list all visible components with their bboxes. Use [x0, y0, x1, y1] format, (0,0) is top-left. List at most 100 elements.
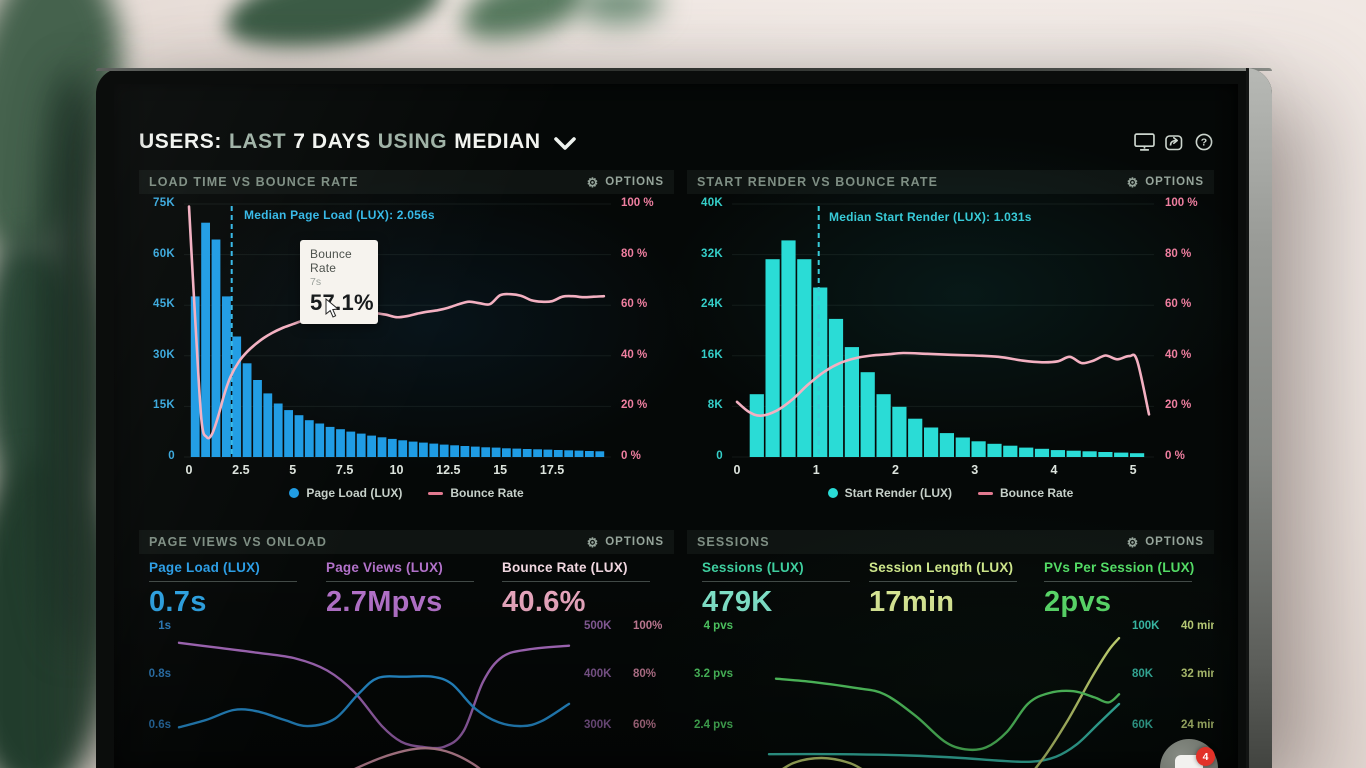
help-icon[interactable]: ?	[1195, 133, 1213, 151]
axis-tick-label: 7.5	[335, 463, 354, 477]
series-line	[177, 674, 571, 729]
axis-tick-label: 15	[493, 463, 508, 477]
header-icons: ?	[1134, 133, 1213, 151]
axis-tick-label: 0.8s	[148, 668, 171, 680]
display-icon[interactable]	[1134, 133, 1155, 151]
axis-tick-label: 4	[1050, 463, 1058, 477]
axis-tick-label: 8K	[707, 399, 723, 412]
axis-tick-label: 60 %	[1165, 298, 1192, 311]
mouse-cursor-icon	[325, 298, 340, 318]
axis-tick-label: 4 pvs	[703, 620, 733, 632]
axis-tick-label: 100 %	[1165, 197, 1198, 209]
title-segment: USERS:	[139, 130, 222, 153]
axis-tick-label: 24K	[701, 298, 723, 311]
y-axis-right: 100 % 80 % 60 % 40 % 20 % 0 %	[1165, 197, 1219, 462]
options-button[interactable]: ⚙ OPTIONS	[1127, 536, 1204, 549]
chevron-down-icon[interactable]	[553, 137, 576, 150]
metric-divider	[702, 581, 850, 582]
axis-tick-label: 1s	[158, 620, 171, 632]
series-line	[774, 677, 1121, 752]
axis-tick-label: 60 %	[621, 298, 648, 311]
options-label: OPTIONS	[1145, 176, 1204, 188]
series-line-icon	[428, 491, 444, 495]
svg-text:?: ?	[1201, 137, 1207, 149]
tooltip-x-value: 7s	[310, 276, 322, 288]
panel-header: LOAD TIME VS BOUNCE RATE ⚙ OPTIONS	[139, 170, 674, 194]
axis-tick-label: 2	[891, 463, 899, 477]
page-title[interactable]: USERS: LAST 7 DAYS USING MEDIAN	[139, 130, 576, 154]
metric-divider	[326, 581, 474, 582]
legend-start-render: Start Render (LUX)	[827, 486, 952, 500]
y-axis-left: 75K 60K 45K 30K 15K 0	[139, 197, 179, 462]
axis-tick-row: 400K 80%	[584, 668, 657, 680]
axis-tick-label: 45K	[153, 298, 175, 311]
metric-page-load: Page Load (LUX) 0.7s	[149, 560, 311, 617]
axis-tick-label: 40 %	[1165, 348, 1192, 361]
options-button[interactable]: ⚙ OPTIONS	[1127, 176, 1204, 189]
gear-icon: ⚙	[1126, 534, 1140, 550]
metric-divider	[149, 581, 297, 582]
start-render-histogram-chart[interactable]	[732, 200, 1154, 458]
axis-tick-label: 20 %	[1165, 399, 1192, 412]
notification-badge: 4	[1196, 747, 1215, 766]
axis-tick-label: 3	[971, 463, 979, 477]
metric-divider	[502, 581, 650, 582]
axis-tick-label: 0	[168, 450, 175, 462]
sessions-line-chart[interactable]	[767, 620, 1121, 768]
metric-divider	[869, 581, 1017, 582]
axis-tick-label: 0.6s	[148, 719, 171, 731]
series-dot-icon	[827, 488, 838, 498]
share-icon[interactable]	[1165, 133, 1185, 151]
chart-legend: Page Load (LUX) Bounce Rate	[139, 486, 674, 500]
panel-start-render-vs-bounce-rate: START RENDER VS BOUNCE RATE ⚙ OPTIONS 40…	[687, 170, 1214, 510]
tooltip-series: Bounce Rate	[310, 247, 352, 275]
metric-pvs-per-session: PVs Per Session (LUX) 2pvs	[1044, 560, 1195, 618]
y-axis-left: 1s 0.8s 0.6s	[139, 530, 173, 768]
options-button[interactable]: ⚙ OPTIONS	[587, 536, 664, 549]
axis-tick-label: 80 %	[621, 247, 648, 260]
panel-load-time-vs-bounce-rate: LOAD TIME VS BOUNCE RATE ⚙ OPTIONS 75K 60…	[139, 170, 674, 510]
panel-sessions: SESSIONS ⚙ OPTIONS Sessions (LUX) 479K S…	[687, 530, 1214, 768]
y-axis-right: 100K 40 min 80K 32 min 60K 24 min	[1132, 530, 1214, 768]
axis-tick-label: 80 %	[1165, 247, 1192, 260]
gear-icon: ⚙	[586, 534, 600, 550]
load-time-histogram-chart[interactable]	[184, 200, 611, 458]
legend-bounce-rate: Bounce Rate	[977, 486, 1073, 500]
axis-tick-label: 16K	[701, 348, 723, 361]
series-line	[177, 641, 571, 750]
metric-divider	[1044, 581, 1192, 582]
title-segment: USING	[377, 130, 448, 153]
metric-bounce-rate: Bounce Rate (LUX) 40.6%	[502, 560, 664, 617]
bounce-rate-line	[735, 351, 1151, 418]
panel-title: LOAD TIME VS BOUNCE RATE	[149, 175, 359, 189]
panel-header: START RENDER VS BOUNCE RATE ⚙ OPTIONS	[687, 170, 1214, 194]
y-axis-right: 100 % 80 % 60 % 40 % 20 % 0 %	[621, 197, 675, 462]
tooltip-value: 57.1%	[310, 290, 374, 315]
axis-tick-row: 80K 32 min	[1132, 668, 1214, 680]
series-line	[767, 702, 1121, 764]
gear-icon: ⚙	[1126, 174, 1140, 190]
dashboard-screen: USERS: LAST 7 DAYS USING MEDIAN ? LOAD T…	[114, 84, 1238, 768]
axis-tick-label: 20 %	[621, 399, 648, 412]
metric-page-views: Page Views (LUX) 2.7Mpvs	[326, 560, 488, 617]
metric-sessions: Sessions (LUX) 479K	[702, 560, 864, 617]
y-axis-right: 500K 100% 400K 80% 300K 60%	[584, 530, 674, 768]
laptop-body: USERS: LAST 7 DAYS USING MEDIAN ? LOAD T…	[96, 68, 1272, 768]
series-line-icon	[977, 491, 993, 495]
page-views-line-chart[interactable]	[177, 620, 571, 768]
title-segment: LAST	[228, 130, 287, 153]
options-label: OPTIONS	[605, 536, 664, 548]
axis-tick-label: 15K	[153, 399, 175, 412]
axis-tick-label: 2.4 pvs	[694, 719, 733, 731]
options-button[interactable]: ⚙ OPTIONS	[587, 176, 664, 189]
axis-tick-label: 2.5	[232, 463, 250, 477]
chart-tooltip: Bounce Rate 7s 57.1%	[300, 240, 378, 324]
axis-tick-row: 60K 24 min	[1132, 719, 1214, 731]
series-line	[781, 636, 1121, 768]
axis-tick-label: 0	[185, 463, 193, 477]
axis-tick-row: 500K 100%	[584, 620, 663, 632]
title-segment: MEDIAN	[454, 130, 541, 153]
title-segment: 7 DAYS	[293, 130, 371, 153]
axis-tick-label: 100 %	[621, 197, 654, 209]
